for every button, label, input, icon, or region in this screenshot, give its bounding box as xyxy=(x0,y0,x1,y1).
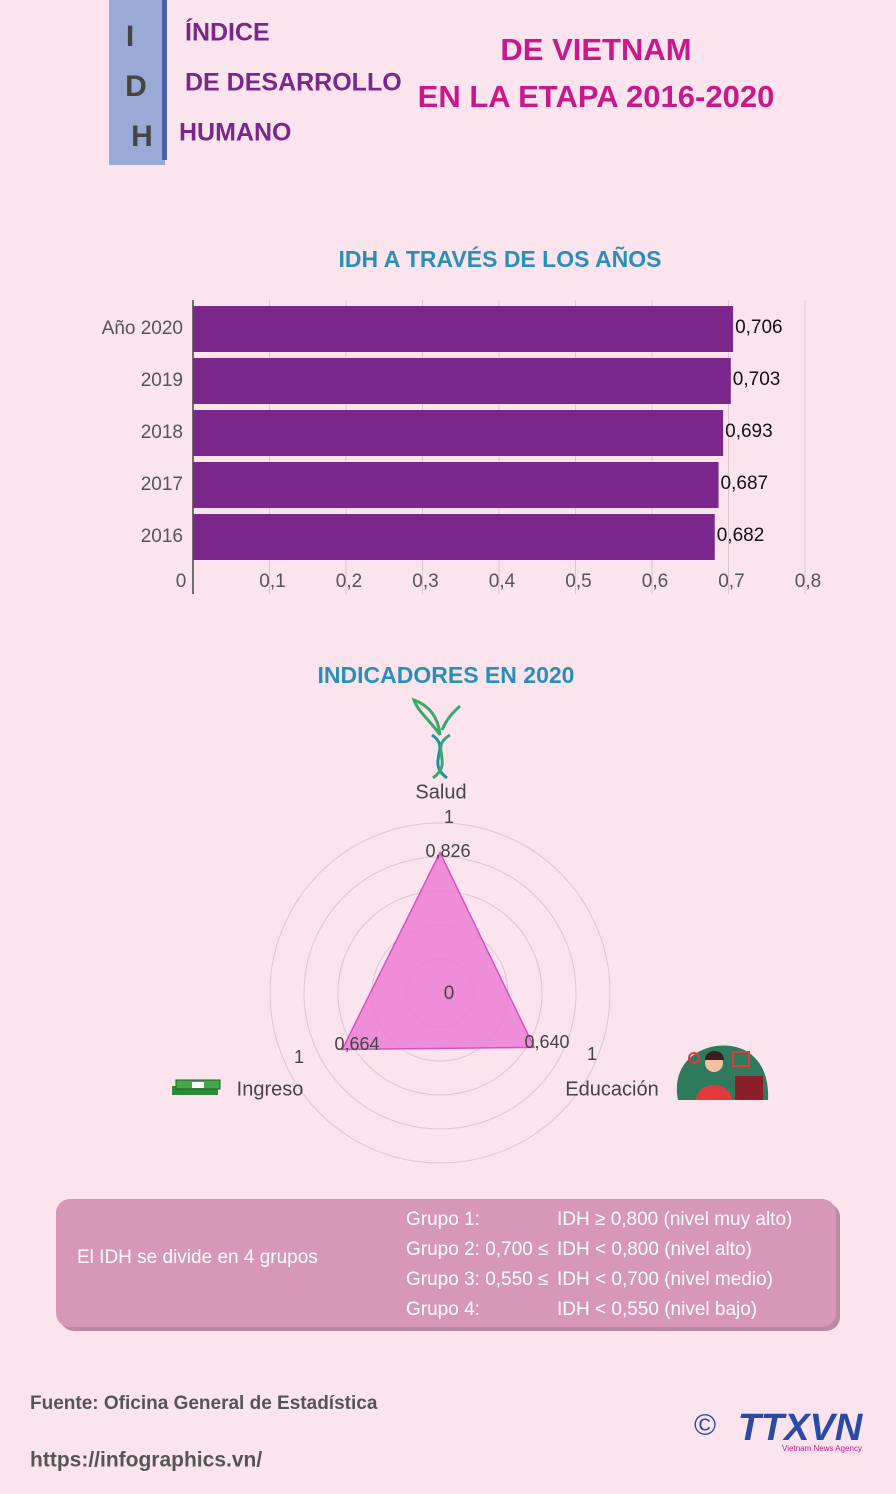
header-line: HUMANO xyxy=(179,119,292,147)
bar xyxy=(193,514,715,560)
r-tick-label: 1 xyxy=(587,1044,597,1064)
education-icon xyxy=(676,1045,769,1100)
value-label: 0,664 xyxy=(334,1034,379,1054)
y-tick-label: 2019 xyxy=(141,370,183,391)
header-line: ÍNDICE xyxy=(185,18,270,47)
radar-chart: Salud 1 0,826 Educación 1 0,640 Ingreso 1 0,664 0 xyxy=(237,781,659,1164)
radar-area xyxy=(341,850,536,1051)
groups-label: El IDH se divide en 4 grupos xyxy=(77,1247,318,1268)
radar-ring xyxy=(269,822,611,1164)
group-name: Grupo 2: 0,700 ≤ xyxy=(406,1239,548,1260)
header-title: EN LA ETAPA 2016-2020 xyxy=(418,79,775,114)
value-label: 0,640 xyxy=(524,1032,569,1052)
r-tick-label: 1 xyxy=(294,1047,304,1067)
group-range: IDH < 0,800 (nivel alto) xyxy=(557,1239,752,1260)
x-tick-label: 0,5 xyxy=(565,571,591,592)
value-label: 0,703 xyxy=(733,369,781,390)
group-name: Grupo 4: xyxy=(406,1299,480,1320)
value-label: 0,693 xyxy=(725,421,773,442)
bar xyxy=(193,306,734,352)
x-tick-label: 0,6 xyxy=(642,571,668,592)
value-label: 0,826 xyxy=(425,841,470,861)
group-range: IDH < 0,700 (nivel medio) xyxy=(557,1269,773,1290)
x-tick-label: 0,1 xyxy=(259,571,285,592)
idh-letter: D xyxy=(125,70,147,103)
bar xyxy=(193,462,719,508)
y-tick-label: 2018 xyxy=(141,422,183,443)
x-tick-label: 0,8 xyxy=(795,571,821,592)
bar xyxy=(193,358,731,404)
logo: TTXVN xyxy=(738,1407,864,1449)
bar xyxy=(193,410,724,456)
copyright: © xyxy=(694,1409,716,1442)
y-tick-label: Año 2020 xyxy=(102,318,183,339)
group-name: Grupo 1: xyxy=(406,1209,480,1230)
axis-label: Educación xyxy=(565,1078,658,1100)
idh-letter: H xyxy=(131,120,153,153)
health-icon xyxy=(411,697,462,780)
chart-title: INDICADORES EN 2020 xyxy=(318,662,575,688)
source: Fuente: Oficina General de Estadística xyxy=(30,1393,378,1414)
axis-label: Salud xyxy=(415,781,466,803)
x-tick-label: 0,3 xyxy=(412,571,438,592)
idh-box xyxy=(109,0,165,165)
value-label: 0,682 xyxy=(717,525,765,546)
bar-chart: 0 0,1 0,2 0,3 0,4 0,5 0,6 0,7 0,8 Año 2020 0,706 20… xyxy=(102,300,821,594)
idh-box-edge xyxy=(162,0,167,160)
axis-label: Ingreso xyxy=(237,1078,304,1100)
groups-box xyxy=(56,1199,836,1327)
group-range: IDH < 0,550 (nivel bajo) xyxy=(557,1299,757,1320)
value-label: 0,706 xyxy=(735,317,783,338)
chart-title: IDH A TRAVÉS DE LOS AÑOS xyxy=(339,245,662,272)
group-name: Grupo 3: 0,550 ≤ xyxy=(406,1269,548,1290)
header-line: DE DESARROLLO xyxy=(185,69,402,97)
x-tick-label: 0,7 xyxy=(718,571,744,592)
url: https://infographics.vn/ xyxy=(30,1449,262,1472)
idh-letter: I xyxy=(126,20,134,53)
y-tick-label: 2017 xyxy=(141,474,183,495)
x-tick-label: 0 xyxy=(176,571,187,592)
header-title: DE VIETNAM xyxy=(500,32,691,67)
r-tick-label: 1 xyxy=(444,807,454,827)
value-label: 0,687 xyxy=(721,473,769,494)
y-tick-label: 2016 xyxy=(141,526,183,547)
money-icon xyxy=(172,1079,221,1095)
x-tick-label: 0,2 xyxy=(336,571,362,592)
r-tick-label: 0 xyxy=(444,983,455,1004)
group-range: IDH ≥ 0,800 (nivel muy alto) xyxy=(557,1209,792,1230)
x-tick-label: 0,4 xyxy=(489,571,516,592)
logo-sub: Vietnam News Agency xyxy=(782,1444,862,1453)
